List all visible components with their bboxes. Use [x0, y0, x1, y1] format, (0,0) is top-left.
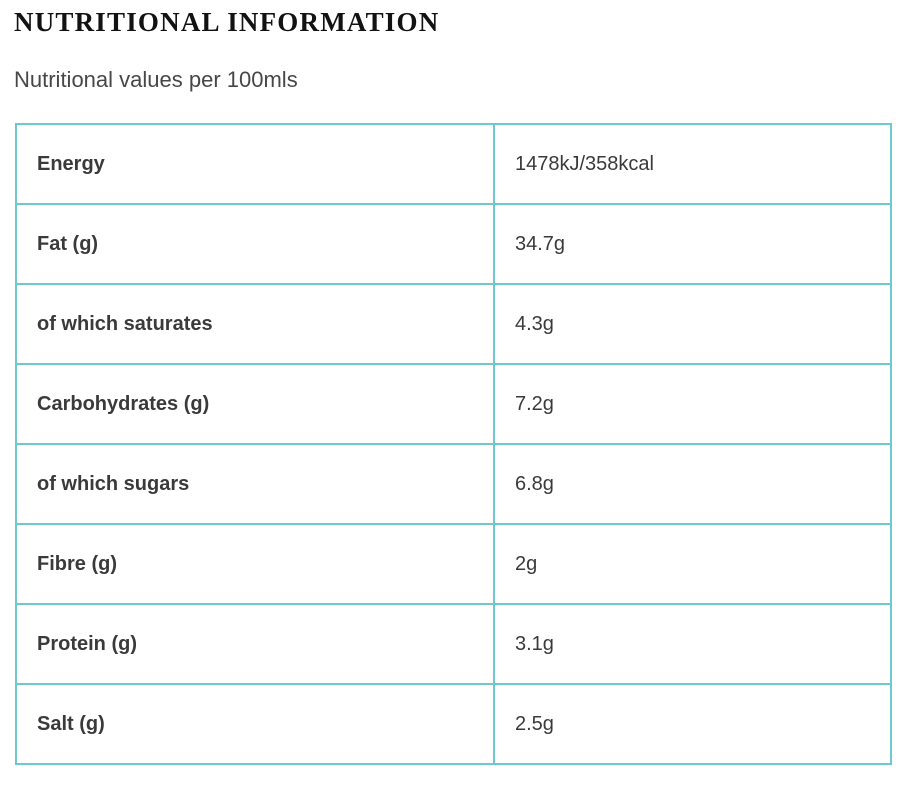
row-label: Salt (g)	[15, 683, 495, 766]
row-label: Fibre (g)	[15, 523, 495, 606]
row-label: Energy	[15, 123, 495, 206]
row-value: 2g	[493, 523, 892, 606]
row-label: Protein (g)	[15, 603, 495, 686]
table-row-salt: Salt (g) 2.5g	[15, 683, 892, 766]
row-value: 4.3g	[493, 283, 892, 366]
subtitle: Nutritional values per 100mls	[14, 67, 298, 93]
table-row-carbohydrates: Carbohydrates (g) 7.2g	[15, 363, 892, 446]
row-value: 3.1g	[493, 603, 892, 686]
row-value: 34.7g	[493, 203, 892, 286]
table-row-fibre: Fibre (g) 2g	[15, 523, 892, 606]
table-row-energy: Energy 1478kJ/358kcal	[15, 123, 892, 206]
page-title: NUTRITIONAL INFORMATION	[14, 7, 440, 37]
table-row-saturates: of which saturates 4.3g	[15, 283, 892, 366]
nutrition-table: Energy 1478kJ/358kcal Fat (g) 34.7g of w…	[15, 123, 892, 766]
row-label: Carbohydrates (g)	[15, 363, 495, 446]
table-row-fat: Fat (g) 34.7g	[15, 203, 892, 286]
row-value: 2.5g	[493, 683, 892, 766]
row-label: of which sugars	[15, 443, 495, 526]
row-label: of which saturates	[15, 283, 495, 366]
row-value: 7.2g	[493, 363, 892, 446]
row-value: 1478kJ/358kcal	[493, 123, 892, 206]
table-row-protein: Protein (g) 3.1g	[15, 603, 892, 686]
row-value: 6.8g	[493, 443, 892, 526]
row-label: Fat (g)	[15, 203, 495, 286]
nutrition-section: NUTRITIONAL INFORMATION Nutritional valu…	[14, 7, 892, 766]
table-row-sugars: of which sugars 6.8g	[15, 443, 892, 526]
